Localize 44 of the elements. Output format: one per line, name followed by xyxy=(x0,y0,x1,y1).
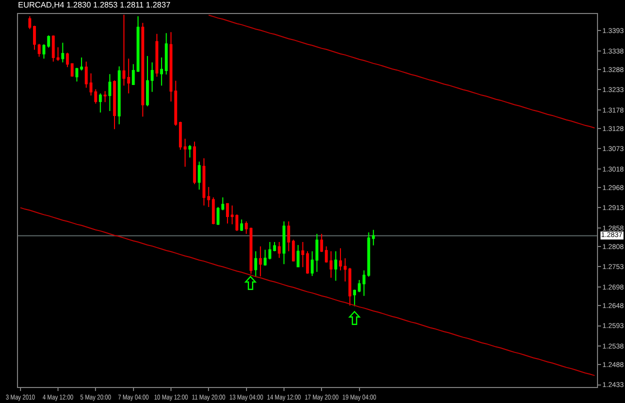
candlestick xyxy=(296,244,300,268)
candlestick xyxy=(372,229,375,246)
candlestick xyxy=(362,270,366,296)
candlestick xyxy=(348,267,352,306)
candlestick xyxy=(221,196,224,211)
candlestick xyxy=(292,239,295,262)
candlestick xyxy=(235,214,238,232)
candlestick xyxy=(155,33,158,78)
candlestick xyxy=(320,233,324,252)
candlestick xyxy=(353,289,356,307)
candlestick xyxy=(264,249,267,266)
candlestick xyxy=(212,196,215,225)
candlestick xyxy=(216,206,220,226)
candlestick xyxy=(174,80,178,126)
line-series xyxy=(20,207,596,376)
candlestick xyxy=(282,220,286,265)
candlestick xyxy=(98,92,102,114)
candlestick xyxy=(118,66,121,125)
candlestick xyxy=(287,220,290,252)
candlestick xyxy=(334,250,338,282)
candlestick xyxy=(198,161,201,190)
candlestick xyxy=(193,141,196,185)
candlestick xyxy=(315,233,318,272)
candlestick xyxy=(164,32,168,76)
candlestick xyxy=(254,250,258,278)
candlestick xyxy=(141,22,144,118)
candlestick xyxy=(278,242,281,258)
candlestick xyxy=(306,250,309,274)
candlestick xyxy=(170,32,172,102)
candlestick xyxy=(84,61,88,88)
chart-title: EURCAD,H4 1.2830 1.2853 1.2811 1.2837 xyxy=(18,0,171,10)
line-series xyxy=(208,14,596,128)
candlestick xyxy=(188,144,192,158)
candlestick xyxy=(310,250,314,276)
candlestick xyxy=(104,90,107,103)
candlestick xyxy=(61,42,64,63)
candlestick xyxy=(358,280,361,293)
candlestick xyxy=(258,246,262,277)
candlestick xyxy=(108,74,112,112)
candlestick xyxy=(160,57,164,86)
candlestick xyxy=(240,219,244,232)
candlestick xyxy=(28,16,32,30)
candlestick xyxy=(301,242,304,268)
candlestick xyxy=(113,80,116,130)
